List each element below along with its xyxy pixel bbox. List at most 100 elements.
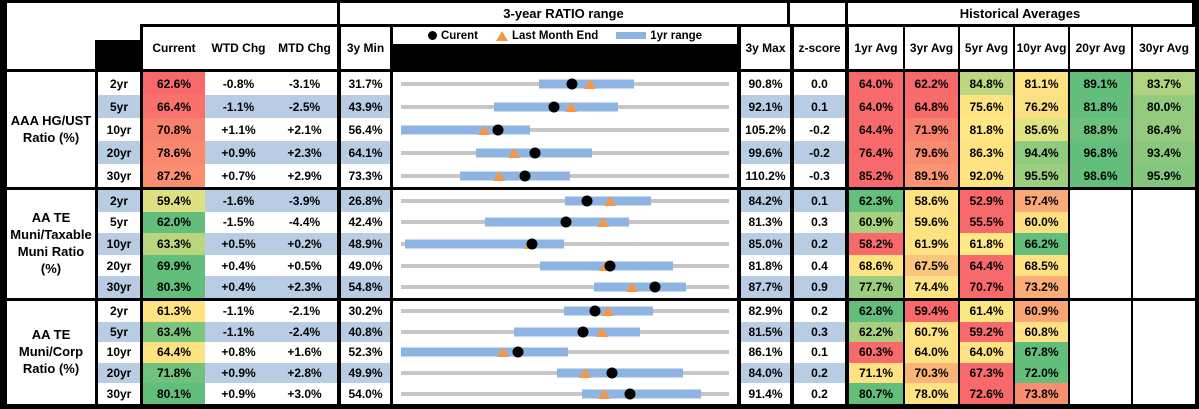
avg-cell-3yr-avg: 70.3% (903, 362, 958, 384)
one-year-range-bar (581, 389, 701, 399)
current-value-cell: 71.8% (140, 362, 205, 384)
avg-cell-3yr-avg: 89.1% (903, 164, 958, 187)
col-header-current: Current (140, 27, 205, 69)
avg-cell-20yr-avg (1068, 254, 1131, 277)
avg-cell-10yr-avg: 81.1% (1013, 72, 1068, 95)
avg-cell-10yr-avg: 60.8% (1013, 321, 1068, 343)
range-track (401, 285, 729, 290)
col-header-1yr-avg: 1yr Avg (845, 27, 903, 69)
hist-section-title: Historical Averages (845, 3, 1195, 27)
avg-cell-30yr-avg (1131, 190, 1195, 212)
black-fill-cell (95, 40, 140, 69)
range-chart (390, 276, 737, 298)
current-dot (529, 147, 541, 158)
z-score-cell: 0.9 (790, 276, 845, 298)
last-month-triangle (492, 170, 505, 181)
mtd-chg-cell: -2.5% (272, 95, 337, 118)
current-value-cell: 66.4% (140, 95, 205, 118)
three-year-min-cell: 54.0% (337, 383, 390, 404)
avg-cell-5yr-avg: 86.3% (958, 141, 1013, 164)
three-year-min-cell: 73.3% (337, 164, 390, 187)
range-chart (390, 118, 737, 141)
avg-cell-10yr-avg: 85.6% (1013, 118, 1068, 141)
group-label: AA TE Muni/Taxable Muni Ratio (%) (7, 190, 95, 298)
tenor-cell: 10yr (95, 342, 140, 363)
range-chart (390, 211, 737, 234)
three-year-min-cell: 49.0% (337, 254, 390, 277)
avg-cell-20yr-avg (1068, 383, 1131, 404)
last-month-triangle (597, 217, 610, 228)
last-month-triangle (626, 282, 639, 293)
avg-cell-1yr-avg: 62.2% (845, 321, 903, 343)
mtd-chg-cell: +2.8% (272, 362, 337, 384)
current-dot (512, 346, 524, 358)
current-value-cell: 80.1% (140, 383, 205, 404)
wtd-chg-cell: -1.1% (222, 304, 255, 319)
avg-cell-20yr-avg (1068, 362, 1131, 384)
wtd-chg-cell: +0.4% (205, 276, 272, 298)
avg-cell-5yr-avg: 81.8% (958, 118, 1013, 141)
col-header-3y-max: 3y Max (737, 27, 790, 69)
avg-cell-30yr-avg: 95.9% (1131, 164, 1195, 187)
current-value-cell: 69.9% (140, 254, 205, 277)
z-score-cell: 0.1 (790, 95, 845, 118)
current-value-cell: 61.3% (140, 300, 205, 322)
tenor-cell: 20yr (95, 362, 140, 384)
tenor-cell: 10yr (95, 118, 140, 141)
avg-cell-10yr-avg: 76.2% (1013, 95, 1068, 118)
mtd-chg-cell: -2.4% (272, 321, 337, 343)
wtd-chg-cell: -0.8% (222, 76, 255, 91)
z-score-cell: 0.2 (790, 383, 845, 404)
three-year-min-cell: 40.8% (337, 321, 390, 343)
avg-cell-5yr-avg: 75.6% (958, 95, 1013, 118)
three-year-max-cell: 82.9% (737, 300, 790, 322)
tenor-column-header (95, 27, 140, 69)
range-track (401, 391, 729, 396)
tenor-cell: 5yr (95, 321, 140, 343)
avg-cell-1yr-avg: 64.4% (845, 118, 903, 141)
avg-cell-5yr-avg: 59.2% (958, 321, 1013, 343)
range-chart (390, 342, 737, 363)
last-month-triangle (496, 347, 509, 358)
col-header-wtd-chg: WTD Chg (211, 41, 266, 55)
avg-cell-3yr-avg: 61.9% (903, 233, 958, 255)
header-spacer-zscore (790, 3, 845, 27)
range-chart (390, 300, 737, 322)
mtd-chg-cell: -4.4% (288, 215, 321, 230)
tenor-cell: 2yr (95, 72, 140, 95)
current-value-cell: 64.4% (140, 342, 205, 363)
header-row-columns: Current WTD Chg MTD Chg 3y Min Curent La… (7, 27, 1195, 69)
header-label-spacer (7, 27, 95, 69)
z-score-cell: 0.2 (790, 300, 845, 322)
col-header-mtd-chg: MTD Chg (278, 41, 331, 55)
z-score-cell: 0.1 (790, 342, 845, 363)
avg-cell-30yr-avg (1131, 362, 1195, 384)
avg-cell-5yr-avg: 92.0% (958, 164, 1013, 187)
avg-cell-30yr-avg (1131, 211, 1195, 234)
current-value-cell: 70.8% (140, 118, 205, 141)
range-plot (401, 72, 729, 95)
three-year-max-cell: 90.8% (737, 72, 790, 95)
avg-cell-3yr-avg: 64.8% (903, 95, 958, 118)
avg-cell-10yr-avg: 60.0% (1013, 211, 1068, 234)
current-dot (649, 281, 661, 293)
legend-current-label: Curent (440, 29, 479, 42)
wtd-chg-cell: +0.5% (205, 233, 272, 255)
avg-cell-1yr-avg: 68.6% (845, 254, 903, 277)
range-plot (401, 164, 729, 187)
three-year-max-cell: 110.2% (737, 164, 790, 187)
range-plot (401, 190, 729, 212)
avg-cell-1yr-avg: 76.4% (845, 141, 903, 164)
current-dot (604, 260, 616, 272)
last-month-triangle (477, 124, 490, 135)
range-plot (401, 118, 729, 141)
three-year-max-cell: 81.5% (737, 321, 790, 343)
avg-cell-3yr-avg: 74.4% (903, 276, 958, 298)
range-chart (390, 362, 737, 384)
range-chart (390, 72, 737, 95)
range-track (401, 127, 729, 132)
range-plot (401, 95, 729, 118)
three-year-min-cell: 49.9% (337, 362, 390, 384)
three-year-max-cell: 85.0% (737, 233, 790, 255)
three-year-min-cell: 56.4% (337, 118, 390, 141)
